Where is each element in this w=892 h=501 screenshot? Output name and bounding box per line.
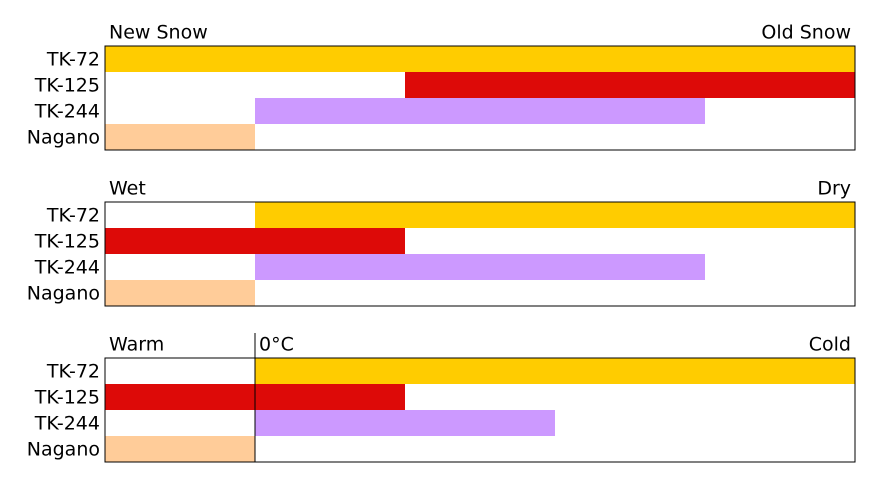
row-label: TK-244 — [34, 101, 100, 123]
row-label: TK-72 — [46, 49, 100, 71]
frame — [104, 357, 856, 463]
row-label: Nagano — [27, 283, 100, 305]
range-bar — [105, 124, 255, 150]
range-bar — [255, 358, 855, 384]
frame — [104, 201, 856, 307]
marker-label: 0°C — [259, 334, 294, 356]
row-label: Nagano — [27, 439, 100, 461]
left-label: Warm — [109, 334, 164, 356]
range-bar — [105, 436, 255, 462]
range-bar — [255, 254, 705, 280]
row-label: TK-244 — [34, 413, 100, 435]
range-bar — [105, 46, 855, 72]
range-bar — [255, 410, 555, 436]
row-label: TK-72 — [46, 205, 100, 227]
right-label: Dry — [817, 178, 851, 200]
range-bar — [405, 72, 855, 98]
range-bar — [105, 228, 405, 254]
range-bar — [255, 202, 855, 228]
row-label: TK-125 — [34, 387, 100, 409]
frame — [104, 45, 856, 151]
right-label: Old Snow — [761, 22, 851, 44]
row-label: TK-244 — [34, 257, 100, 279]
right-label: Cold — [809, 334, 851, 356]
row-label: TK-72 — [46, 361, 100, 383]
row-label: TK-125 — [34, 75, 100, 97]
row-label: Nagano — [27, 127, 100, 149]
left-label: Wet — [109, 178, 146, 200]
range-bar — [255, 98, 705, 124]
row-label: TK-125 — [34, 231, 100, 253]
left-label: New Snow — [109, 22, 208, 44]
range-bar — [105, 280, 255, 306]
